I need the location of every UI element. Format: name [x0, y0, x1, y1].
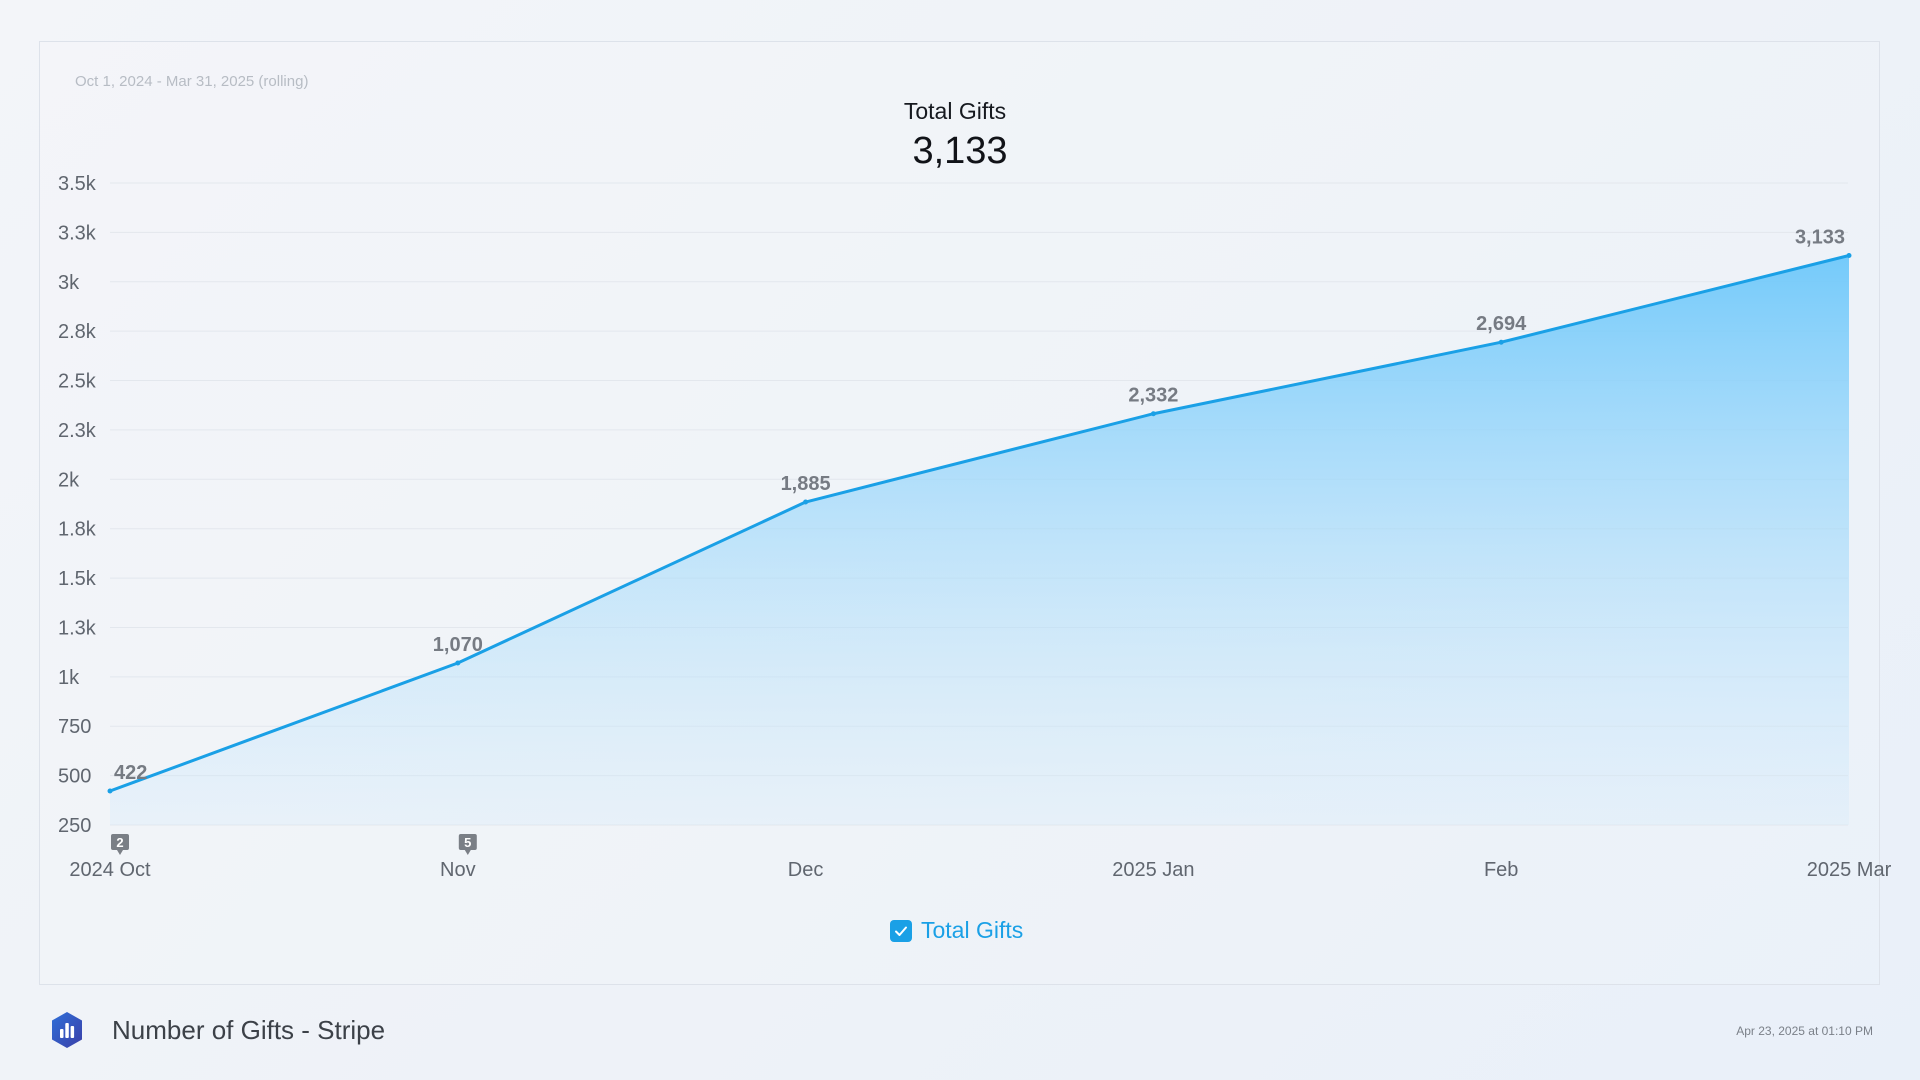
data-label: 2,694	[1476, 313, 1527, 335]
y-tick-label: 2k	[58, 469, 80, 491]
series-line-group	[109, 254, 1850, 793]
data-label: 1,885	[781, 473, 831, 495]
x-tick-label: 2025 Mar	[1807, 859, 1892, 881]
data-point[interactable]	[455, 660, 461, 666]
y-tick-label: 2.5k	[58, 371, 97, 393]
y-tick-label: 1.5k	[58, 568, 97, 590]
series-area-fill	[110, 255, 1849, 826]
data-labels: 422 1,070 1,885 2,332 2,694 3,133	[107, 226, 1852, 794]
data-label: 3,133	[1795, 226, 1845, 248]
y-tick-label: 2.3k	[58, 420, 97, 442]
y-tick-label: 2.8k	[58, 321, 97, 343]
data-point[interactable]	[1846, 252, 1852, 258]
annotation-marker[interactable]: 5	[458, 834, 477, 855]
data-point[interactable]	[1150, 411, 1156, 417]
annotation-count: 2	[116, 835, 123, 850]
checkmark-icon	[895, 926, 907, 936]
annotation-marker[interactable]: 2	[111, 834, 129, 855]
y-tick-label: 3k	[58, 272, 80, 294]
report-title: Number of Gifts - Stripe	[112, 1015, 386, 1045]
y-axis: 250 500 750 1k 1.3k 1.5k 1.8k 2k 2.3k 2.5k 2.8k 3k 3…	[58, 173, 97, 837]
y-tick-label: 250	[58, 815, 91, 837]
y-tick-label: 3.3k	[58, 222, 97, 244]
data-point[interactable]	[1498, 339, 1504, 345]
y-tick-label: 750	[58, 716, 91, 738]
x-axis: 2024 Oct Nov Dec 2025 Jan Feb 2025 Mar	[69, 859, 1891, 881]
annotation-count: 5	[464, 835, 471, 850]
x-tick-label: Dec	[788, 859, 824, 881]
data-label: 422	[114, 762, 147, 784]
y-tick-label: 500	[58, 766, 91, 788]
series-line	[109, 254, 1850, 793]
data-label: 2,332	[1128, 385, 1178, 407]
chart-total-value: 3,133	[912, 130, 1008, 172]
legend-item-total-gifts[interactable]: Total Gifts	[890, 917, 1023, 944]
x-tick-label: Nov	[440, 859, 476, 881]
y-tick-label: 1.8k	[58, 519, 97, 541]
area-fill-group	[110, 255, 1849, 826]
report-timestamp: Apr 23, 2025 at 01:10 PM	[1736, 1024, 1873, 1038]
legend-label: Total Gifts	[921, 917, 1024, 943]
data-label: 1,070	[433, 634, 483, 656]
data-point[interactable]	[107, 788, 113, 794]
y-tick-label: 3.5k	[58, 173, 97, 195]
y-tick-label: 1.3k	[58, 617, 97, 639]
bar-chart-hexagon-icon	[52, 1012, 82, 1048]
x-tick-label: Feb	[1484, 859, 1518, 881]
chart-title: Total Gifts	[903, 98, 1007, 124]
data-point[interactable]	[803, 499, 809, 505]
x-tick-label: 2025 Jan	[1112, 859, 1194, 881]
date-range-label: Oct 1, 2024 - Mar 31, 2025 (rolling)	[75, 73, 309, 90]
legend-checkbox[interactable]	[890, 919, 912, 942]
y-tick-label: 1k	[58, 667, 80, 689]
x-tick-label: 2024 Oct	[69, 859, 151, 881]
